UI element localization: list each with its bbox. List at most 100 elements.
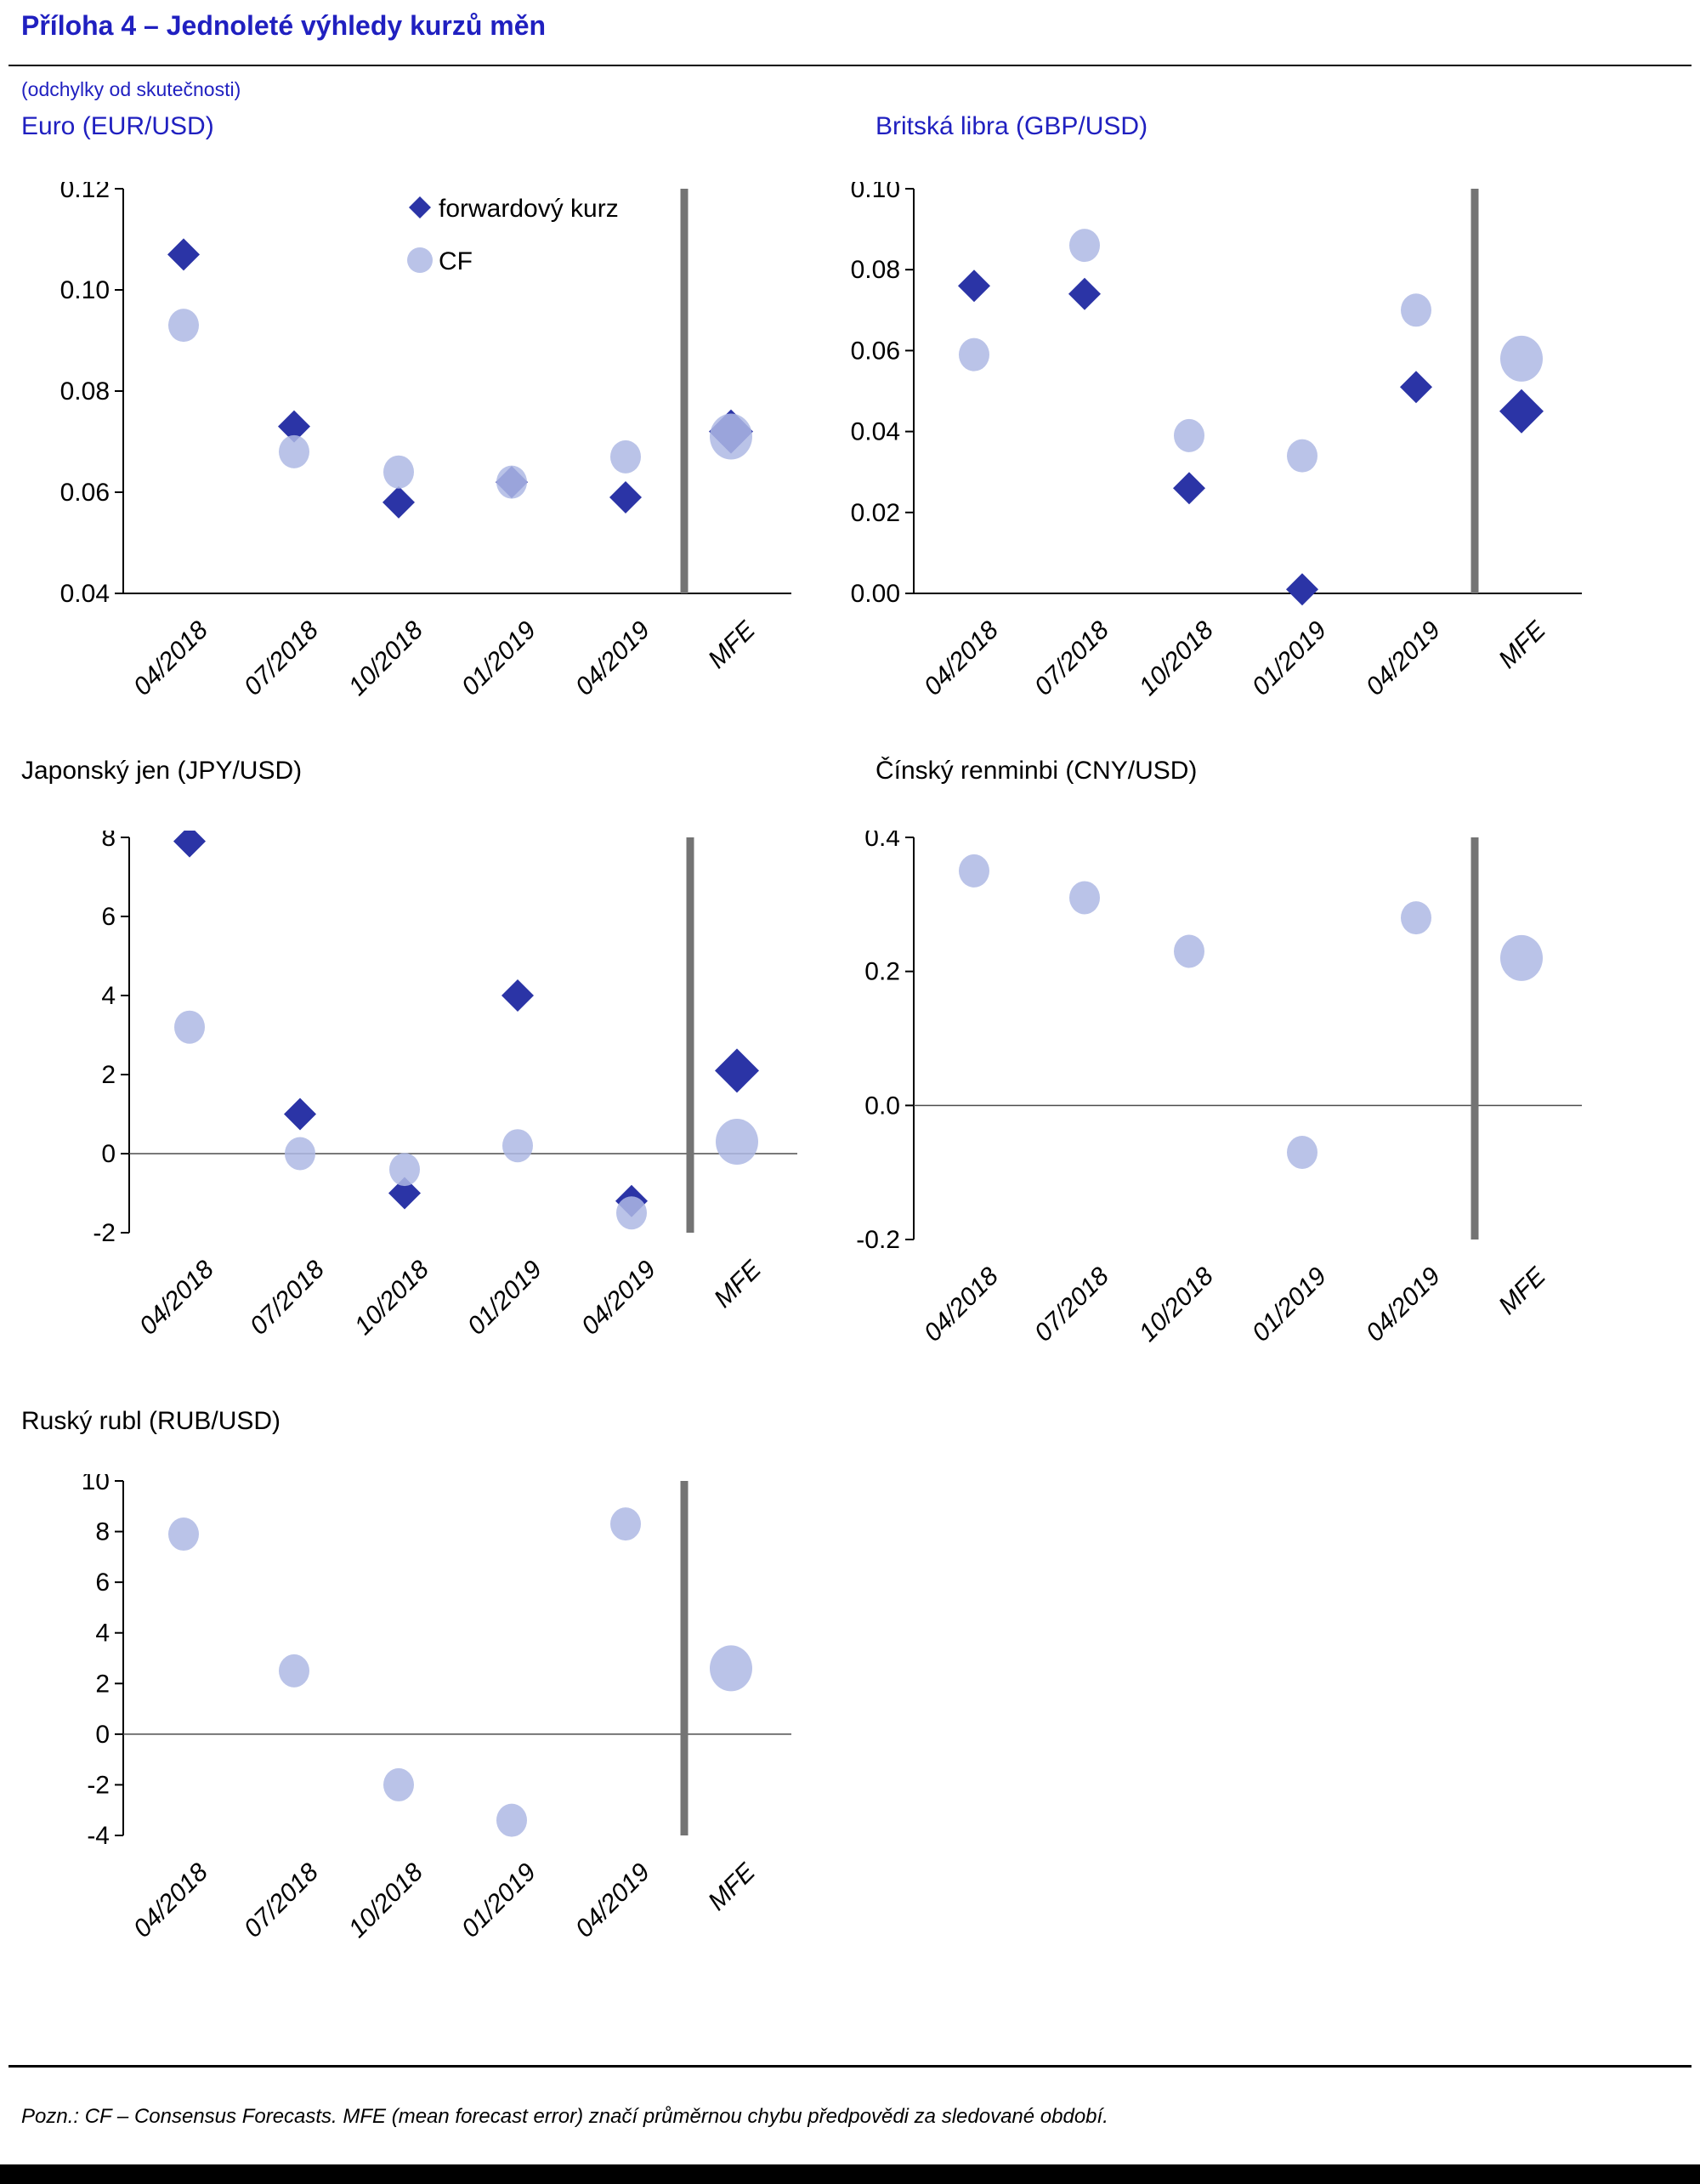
- y-tick-label: 0.4: [864, 831, 900, 852]
- forward-point: [502, 979, 534, 1012]
- y-tick-label: 0.10: [851, 182, 900, 203]
- page-title: Příloha 4 – Jednoleté výhledy kurzů měn: [21, 10, 547, 41]
- y-tick-label: -0.2: [856, 1226, 900, 1254]
- cf-point: [1174, 418, 1204, 452]
- x-label: 04/2018: [134, 1255, 219, 1340]
- y-tick-label: -2: [93, 1219, 116, 1247]
- chart-title-rub-usd: Ruský rubl (RUB/USD): [21, 1407, 281, 1435]
- x-label: 04/2019: [1361, 615, 1446, 701]
- mfe-cf-point: [716, 1119, 758, 1166]
- cf-point: [1401, 293, 1431, 327]
- x-label: 04/2018: [919, 615, 1004, 701]
- y-tick-label: 0.08: [851, 256, 900, 284]
- legend-cf-marker-icon: [407, 247, 433, 273]
- cf-point: [610, 1507, 641, 1541]
- y-tick-label: 0.04: [60, 580, 110, 608]
- chart-svg: -0.2 0.0 0.2 0.4 04/2018 07/2018 10/2018 01/201…: [856, 824, 1582, 1347]
- x-label: 04/2019: [1361, 1262, 1446, 1347]
- x-label: 07/2018: [1029, 1262, 1114, 1347]
- y-tick-label: 0.00: [851, 580, 900, 608]
- x-label: 04/2019: [570, 615, 655, 701]
- legend-forward-label: forwardový kurz: [439, 195, 619, 223]
- cf-point: [1287, 439, 1318, 473]
- footer-divider: [8, 2065, 1692, 2068]
- x-label: 01/2019: [1247, 1262, 1332, 1347]
- y-tick-label: 4: [95, 1620, 110, 1648]
- header-divider: [8, 65, 1692, 66]
- x-label: MFE: [1493, 615, 1552, 674]
- y-tick-label: 0.12: [60, 182, 110, 203]
- x-label: 07/2018: [239, 615, 324, 701]
- chart-svg: 0.00 0.02 0.04 0.06 0.08 0.10 04/2018 07/2018 10…: [851, 175, 1582, 701]
- cf-point: [279, 1654, 309, 1688]
- chart-title-eur-usd: Euro (EUR/USD): [21, 112, 214, 140]
- x-label: 04/2018: [128, 1858, 213, 1943]
- y-tick-label: -2: [87, 1771, 110, 1799]
- x-label: 04/2019: [576, 1255, 661, 1340]
- cf-point: [1069, 881, 1100, 915]
- y-tick-label: 0: [101, 1140, 116, 1168]
- mfe-cf-point: [1500, 335, 1543, 382]
- x-label: MFE: [709, 1255, 768, 1313]
- y-tick-label: 0: [95, 1721, 110, 1749]
- bottom-bar: [0, 2164, 1700, 2184]
- mfe-cf-point: [710, 413, 752, 460]
- cf-point: [959, 338, 989, 372]
- legend-cf-label: CF: [439, 247, 473, 275]
- forward-point: [1286, 573, 1318, 606]
- forward-point: [167, 238, 200, 271]
- x-label: 01/2019: [456, 615, 541, 701]
- y-tick-label: 2: [101, 1061, 116, 1089]
- forward-point: [382, 485, 415, 519]
- chart-cny-usd: -0.2 0.0 0.2 0.4 04/2018 07/2018 10/2018 01/201…: [808, 824, 1615, 1420]
- cf-point: [168, 1517, 199, 1551]
- chart-title-jpy-usd: Japonský jen (JPY/USD): [21, 757, 303, 785]
- cf-point: [496, 1803, 527, 1837]
- chart-gbp-usd: 0.00 0.02 0.04 0.06 0.08 0.10 04/2018 07/2018 10…: [808, 175, 1615, 773]
- forward-point: [388, 1177, 421, 1210]
- x-label: 10/2018: [343, 1858, 428, 1943]
- cf-point: [174, 1010, 205, 1044]
- cf-point: [168, 309, 199, 343]
- y-tick-label: 0.06: [851, 337, 900, 365]
- forward-point: [609, 480, 642, 513]
- cf-point: [502, 1129, 533, 1163]
- cf-point: [1174, 934, 1204, 968]
- x-label: 10/2018: [1134, 615, 1219, 701]
- cf-point: [285, 1137, 315, 1171]
- y-tick-label: 0.08: [60, 377, 110, 406]
- x-label: MFE: [1493, 1262, 1552, 1320]
- x-label: 01/2019: [456, 1858, 541, 1943]
- cf-point: [279, 434, 309, 468]
- x-label: 04/2018: [128, 615, 213, 701]
- cf-point: [1069, 229, 1100, 263]
- forward-point: [1068, 277, 1101, 310]
- page-subtitle: (odchylky od skutečnosti): [21, 78, 241, 100]
- forward-point: [278, 410, 310, 443]
- cf-point: [383, 455, 414, 489]
- x-label: MFE: [703, 615, 762, 674]
- mfe-forward-point: [1499, 389, 1544, 434]
- y-tick-label: 6: [95, 1569, 110, 1597]
- y-tick-label: 8: [101, 831, 116, 852]
- cf-point: [1401, 901, 1431, 935]
- cf-point: [1287, 1136, 1318, 1170]
- y-tick-label: 0.0: [864, 1092, 900, 1120]
- y-tick-label: 2: [95, 1670, 110, 1698]
- forward-point: [284, 1098, 316, 1131]
- chart-title-cny-usd: Čínský renminbi (CNY/USD): [876, 757, 1198, 785]
- forward-point: [173, 825, 206, 858]
- x-label: 01/2019: [1247, 615, 1332, 701]
- chart-svg: -2 0 2 4 6 8 04/2018 07/2018 10/2018 01/2019 04/20…: [93, 824, 797, 1341]
- y-tick-label: 0.2: [864, 958, 900, 986]
- chart-title-gbp-usd: Britská libra (GBP/USD): [876, 112, 1148, 140]
- x-label: 07/2018: [245, 1255, 330, 1340]
- chart-eur-usd: 0.04 0.06 0.08 0.10 0.12 04/2018 07/2018 10/201…: [17, 175, 824, 773]
- x-label: MFE: [703, 1858, 762, 1916]
- chart-rub-usd: -4 -2 0 2 4 6 8 10 04/2018 07/2018 10/2018 01/2019 0…: [17, 1467, 824, 2014]
- forward-point: [958, 269, 990, 303]
- forward-point: [1173, 472, 1205, 505]
- y-tick-label: 8: [95, 1518, 110, 1546]
- cf-point: [959, 854, 989, 888]
